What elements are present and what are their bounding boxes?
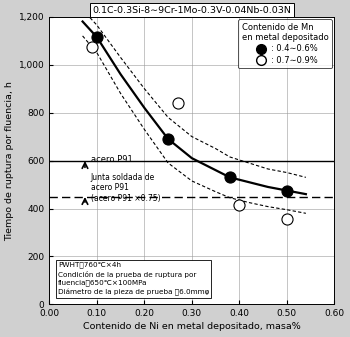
Text: acero P91: acero P91 — [91, 155, 132, 164]
Text: Junta soldada de
acero P91
(acero P91 ×0.75): Junta soldada de acero P91 (acero P91 ×0… — [91, 173, 160, 203]
Text: PWHT：760℃×4h
Condición de la prueba de ruptura por
fluencia：650℃×100MPa
Diámetro: PWHT：760℃×4h Condición de la prueba de r… — [58, 262, 209, 296]
Legend: : 0.4∼0.6%, : 0.7∼0.9%: : 0.4∼0.6%, : 0.7∼0.9% — [238, 19, 332, 68]
X-axis label: Contenido de Ni en metal depositado, masa%: Contenido de Ni en metal depositado, mas… — [83, 323, 301, 332]
Y-axis label: Tiempo de ruptura por fluencia, h: Tiempo de ruptura por fluencia, h — [6, 81, 15, 241]
Title: 0.1C-0.3Si-8∼9Cr-1Mo-0.3V-0.04Nb-0.03N: 0.1C-0.3Si-8∼9Cr-1Mo-0.3V-0.04Nb-0.03N — [92, 5, 291, 14]
